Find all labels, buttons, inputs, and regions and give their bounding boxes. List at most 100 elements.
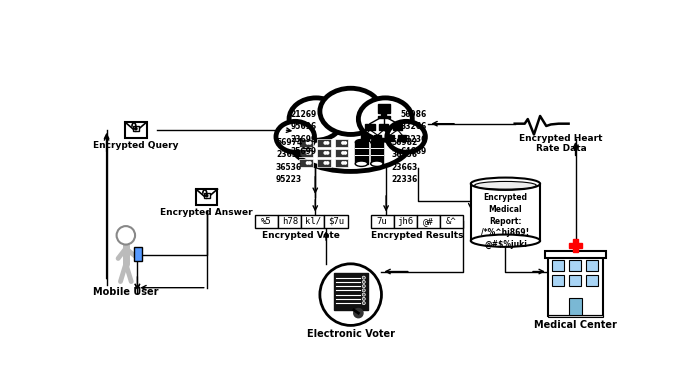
- Circle shape: [324, 162, 327, 164]
- Bar: [471, 184, 540, 241]
- Text: Encrypted Query: Encrypted Query: [93, 140, 179, 150]
- Bar: [377, 104, 390, 113]
- Text: Electronic Voter: Electronic Voter: [307, 329, 395, 339]
- Bar: [196, 189, 217, 205]
- Text: Mobile User: Mobile User: [93, 287, 159, 297]
- Ellipse shape: [276, 121, 314, 152]
- Bar: [394, 215, 417, 228]
- Text: &^: &^: [446, 217, 457, 226]
- Text: 21269
95696
23699
35699: 21269 95696 23699 35699: [290, 110, 317, 156]
- Bar: [399, 135, 406, 140]
- Bar: [256, 215, 278, 228]
- Circle shape: [344, 162, 347, 164]
- Circle shape: [309, 152, 311, 154]
- Bar: [569, 298, 582, 316]
- Circle shape: [327, 152, 329, 154]
- Circle shape: [206, 194, 208, 197]
- Circle shape: [309, 162, 311, 164]
- Circle shape: [306, 152, 309, 154]
- Ellipse shape: [356, 140, 368, 145]
- Ellipse shape: [320, 88, 382, 135]
- Circle shape: [362, 280, 365, 284]
- Bar: [548, 315, 603, 317]
- Circle shape: [362, 276, 365, 279]
- Bar: [334, 139, 349, 147]
- Circle shape: [342, 152, 344, 154]
- Circle shape: [306, 142, 309, 144]
- Bar: [362, 135, 369, 140]
- Bar: [374, 135, 382, 140]
- Ellipse shape: [471, 235, 540, 247]
- Bar: [203, 193, 210, 198]
- Text: Encrypted Vote: Encrypted Vote: [262, 231, 340, 240]
- Ellipse shape: [371, 140, 383, 145]
- Bar: [299, 139, 313, 147]
- Bar: [134, 247, 142, 261]
- Circle shape: [135, 128, 137, 130]
- Bar: [440, 215, 463, 228]
- Text: %5: %5: [262, 217, 272, 226]
- Bar: [316, 159, 331, 167]
- Bar: [316, 139, 331, 147]
- Circle shape: [344, 152, 347, 154]
- Bar: [379, 124, 388, 130]
- Text: 56982
36556
23663
22336: 56982 36556 23663 22336: [392, 138, 418, 184]
- Bar: [133, 126, 139, 131]
- Circle shape: [306, 162, 309, 164]
- Text: Encrypted Results: Encrypted Results: [371, 231, 463, 240]
- Circle shape: [342, 142, 344, 144]
- Text: Encrypted Heart
Rate Data: Encrypted Heart Rate Data: [519, 134, 603, 153]
- Circle shape: [362, 297, 365, 300]
- Text: @#: @#: [423, 217, 434, 226]
- Bar: [393, 124, 402, 130]
- Bar: [377, 116, 390, 118]
- Bar: [278, 215, 301, 228]
- Circle shape: [327, 142, 329, 144]
- Bar: [545, 251, 606, 258]
- Ellipse shape: [356, 161, 368, 166]
- Ellipse shape: [358, 98, 412, 140]
- Circle shape: [116, 226, 135, 245]
- Bar: [325, 215, 347, 228]
- Circle shape: [324, 152, 327, 154]
- Text: Medical Center: Medical Center: [534, 320, 617, 330]
- Bar: [365, 124, 375, 130]
- Text: 56986
33266
63236
64669: 56986 33266 63236 64669: [401, 110, 427, 156]
- Circle shape: [353, 308, 363, 318]
- Bar: [334, 159, 349, 167]
- Bar: [573, 239, 578, 252]
- Bar: [382, 113, 386, 116]
- Bar: [586, 260, 598, 271]
- Ellipse shape: [289, 98, 343, 140]
- Bar: [334, 273, 368, 310]
- Bar: [551, 275, 564, 286]
- Bar: [569, 243, 582, 248]
- Text: 56974
23651
36536
95223: 56974 23651 36536 95223: [276, 138, 302, 184]
- Ellipse shape: [387, 121, 425, 152]
- Ellipse shape: [320, 264, 382, 326]
- Bar: [371, 142, 383, 164]
- Bar: [299, 149, 313, 157]
- Text: Encrypted
Medical
Report:
/*%^hj869!
@#$%juki: Encrypted Medical Report: /*%^hj869! @#$…: [482, 193, 530, 249]
- Bar: [125, 122, 147, 138]
- Circle shape: [362, 301, 365, 305]
- Bar: [569, 275, 581, 286]
- Bar: [569, 260, 581, 271]
- Circle shape: [344, 142, 347, 144]
- Bar: [548, 257, 603, 316]
- Text: 7u: 7u: [377, 217, 388, 226]
- Bar: [386, 135, 394, 140]
- Text: jh6: jh6: [397, 217, 414, 226]
- Circle shape: [342, 162, 344, 164]
- Bar: [371, 215, 394, 228]
- Bar: [299, 159, 313, 167]
- Circle shape: [324, 142, 327, 144]
- Text: kl/: kl/: [305, 217, 321, 226]
- Bar: [316, 149, 331, 157]
- Circle shape: [362, 289, 365, 292]
- Ellipse shape: [289, 110, 412, 172]
- Text: Encrypted Answer: Encrypted Answer: [160, 208, 253, 217]
- Text: $7u: $7u: [328, 217, 344, 226]
- Ellipse shape: [471, 178, 540, 190]
- Bar: [551, 260, 564, 271]
